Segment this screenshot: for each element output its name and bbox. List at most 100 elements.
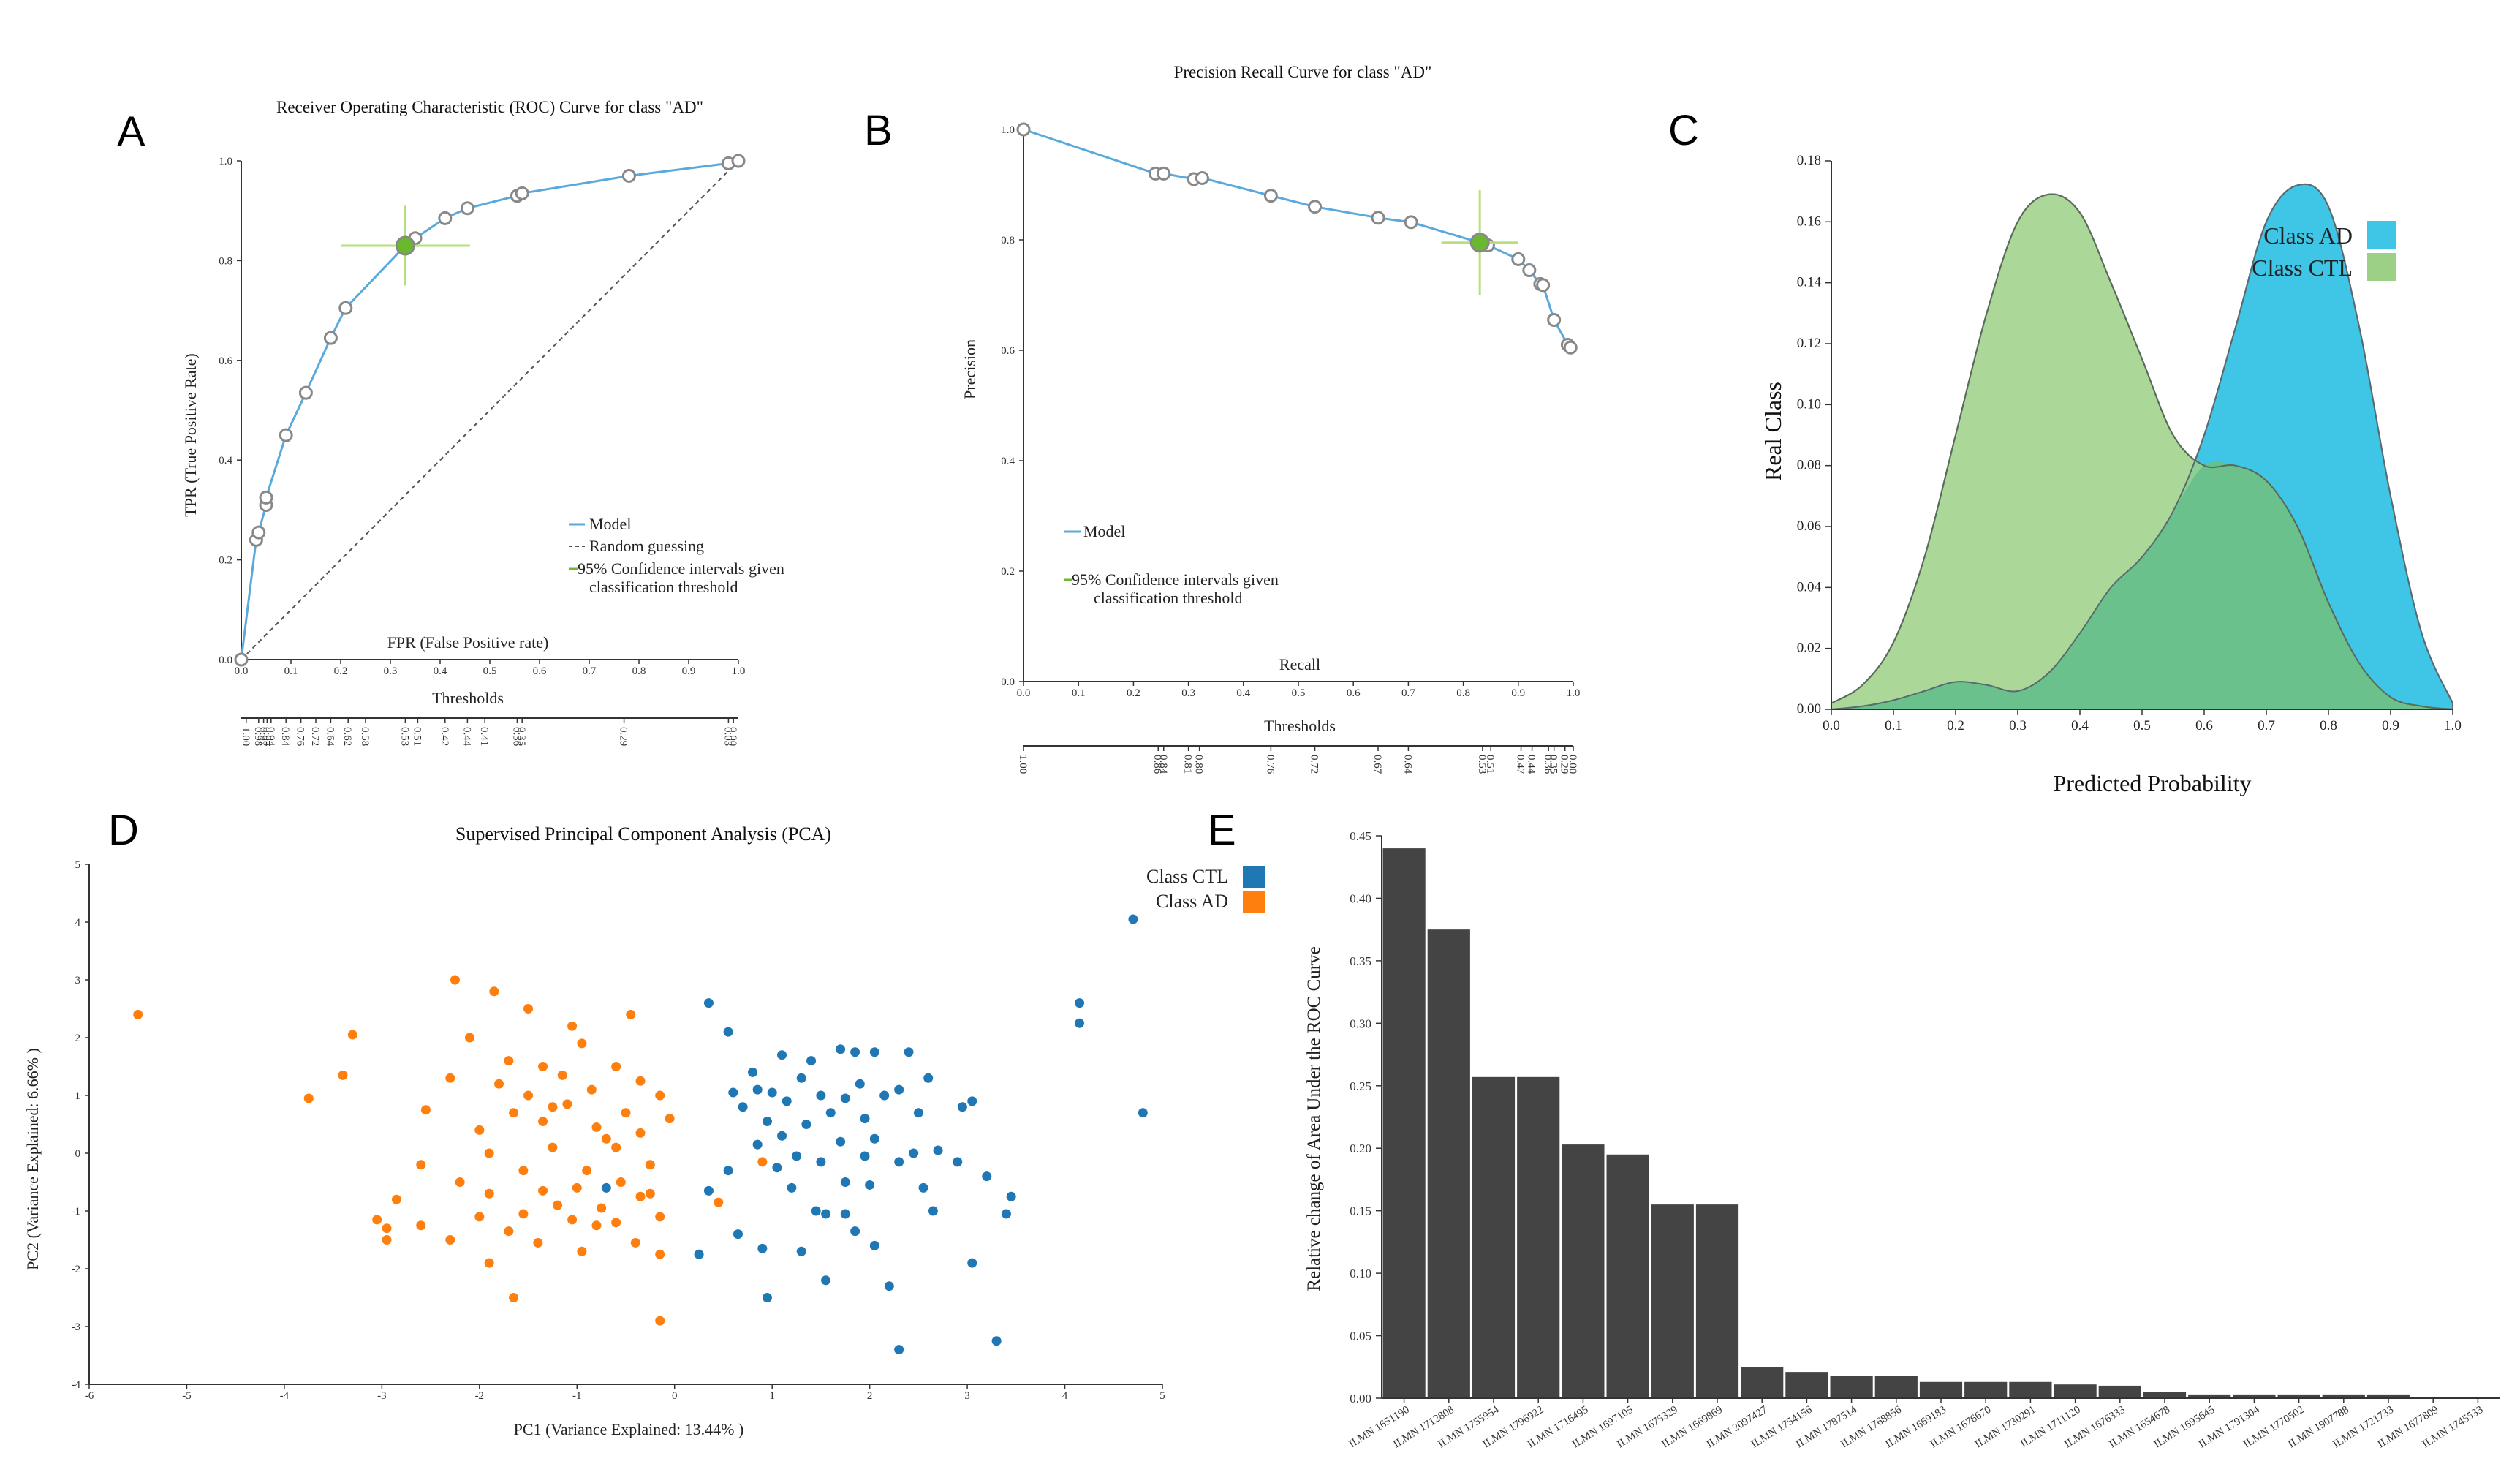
pr-marker — [1536, 278, 1551, 293]
pca-point-ad — [504, 1226, 514, 1237]
pca-point-ctl — [816, 1090, 826, 1101]
pca-point-ad — [303, 1093, 314, 1103]
density-x-tick-label: 0.4 — [2071, 718, 2089, 733]
pca-point-ctl — [850, 1047, 860, 1057]
roc-marker — [338, 301, 353, 315]
density-legend-ctl-swatch — [2367, 253, 2396, 281]
pca-point-ad — [484, 1148, 494, 1158]
pca-legend-ctl-swatch — [1243, 866, 1265, 888]
pca-points — [133, 914, 1148, 1355]
pca-point-ctl — [909, 1148, 919, 1158]
pca-point-ctl — [601, 1182, 611, 1193]
pca-point-ad — [518, 1209, 529, 1219]
pca-point-ctl — [991, 1336, 1002, 1346]
pca-point-ad — [382, 1223, 392, 1234]
pca-point-ctl — [811, 1206, 821, 1216]
pr-x-tick-label: 0.6 — [1347, 687, 1361, 699]
pca-point-ad — [582, 1166, 592, 1176]
pca-ylabel: PC2 (Variance Explained: 6.66% ) — [23, 1048, 42, 1270]
roc-thr-tick-label: 1.00 — [240, 727, 251, 746]
pca-point-ctl — [777, 1050, 787, 1060]
pca-point-ctl — [923, 1073, 934, 1083]
pr-x-tick-label: 0.8 — [1456, 687, 1470, 699]
pr-y-tick-label: 0.4 — [1001, 456, 1015, 467]
auc-bar — [2277, 1394, 2320, 1398]
pca-point-ctl — [821, 1275, 831, 1286]
pca-point-ad — [557, 1070, 567, 1080]
pca-point-ad — [645, 1188, 655, 1199]
pca-point-ad — [474, 1125, 485, 1135]
density-x-tick-label: 0.7 — [2258, 718, 2275, 733]
pr-x-tick-label: 0.7 — [1401, 687, 1415, 699]
pr-x-tick-label: 0.1 — [1072, 687, 1086, 699]
density-y-tick-label: 0.10 — [1797, 396, 1821, 412]
pca-point-ad — [567, 1215, 578, 1225]
panel-a-roc-chart: A Receiver Operating Characteristic (ROC… — [117, 98, 784, 747]
roc-marker — [234, 652, 249, 667]
pca-x-tick-label: -2 — [475, 1390, 485, 1402]
pca-x-tick-label: 1 — [769, 1390, 775, 1402]
roc-thr-tick-label: 0.76 — [295, 727, 306, 747]
roc-thr-tick-label: 0.72 — [309, 727, 321, 746]
panel-a-letter: A — [117, 108, 145, 156]
density-legend-ad: Class AD — [2263, 222, 2353, 249]
pca-point-ad — [655, 1249, 665, 1259]
auc-y-tick-label: 0.00 — [1350, 1392, 1371, 1405]
roc-thr-tick-label: 0.00 — [727, 727, 738, 746]
pr-thr-tick-label: 0.76 — [1264, 755, 1276, 774]
density-overlap-area — [1831, 461, 2453, 709]
pca-y-tick-label: 1 — [75, 1090, 81, 1102]
pca-point-ctl — [879, 1090, 890, 1101]
pca-point-ad — [577, 1038, 587, 1049]
auc-bar — [1785, 1372, 1828, 1398]
auc-bar — [1606, 1154, 1649, 1398]
pca-point-ad — [416, 1220, 426, 1231]
auc-y-tick-label: 0.05 — [1350, 1329, 1371, 1343]
pca-point-ad — [518, 1166, 529, 1176]
pr-x-tick-label: 0.9 — [1511, 687, 1525, 699]
auc-y-tick-label: 0.30 — [1350, 1016, 1371, 1030]
pca-point-ad — [591, 1220, 602, 1231]
pr-marker — [1195, 170, 1209, 185]
pca-point-ad — [484, 1258, 494, 1268]
auc-bar — [2188, 1394, 2231, 1398]
pca-point-ad — [567, 1021, 578, 1031]
auc-bar — [1964, 1381, 2008, 1398]
pca-title: Supervised Principal Component Analysis … — [455, 823, 831, 845]
pr-marker — [1308, 200, 1323, 214]
pca-point-ad — [655, 1090, 665, 1101]
pr-marker — [1522, 263, 1537, 278]
roc-ylabel: TPR (True Positive Rate) — [181, 353, 200, 516]
auc-bar — [1874, 1376, 1918, 1398]
pr-thr-tick-label: 0.84 — [1157, 755, 1169, 774]
roc-thr-tick-label: 0.35 — [515, 727, 527, 746]
auc-bar — [1695, 1204, 1739, 1398]
pr-thr-tick-label: 0.64 — [1401, 755, 1413, 774]
pca-point-ctl — [728, 1087, 738, 1098]
auc-ylabel: Relative change of Area Under the ROC Cu… — [1304, 946, 1324, 1291]
density-ylabel: Real Class — [1760, 382, 1786, 481]
pca-point-ctl — [752, 1084, 763, 1095]
pr-x-tick-label: 0.2 — [1127, 687, 1140, 699]
pr-xlabel: Recall — [1279, 655, 1320, 673]
roc-marker — [323, 331, 338, 345]
density-y-tick-label: 0.12 — [1797, 336, 1821, 351]
pca-point-ctl — [869, 1240, 879, 1250]
pr-y-tick-label: 0.6 — [1001, 345, 1015, 357]
roc-legend-ci: 95% Confidence intervals given — [578, 559, 784, 578]
pca-point-ad — [635, 1076, 646, 1086]
roc-y-tick-label: 0.8 — [219, 255, 232, 267]
pca-point-ad — [538, 1062, 548, 1071]
pr-thr-tick-label: 0.29 — [1559, 755, 1570, 774]
pca-point-ctl — [767, 1087, 777, 1098]
roc-marker — [515, 186, 529, 200]
auc-bar — [1741, 1367, 1784, 1398]
roc-marker — [279, 428, 293, 442]
pca-point-ctl — [860, 1151, 870, 1161]
pr-title: Precision Recall Curve for class "AD" — [1174, 63, 1432, 81]
pca-point-ctl — [918, 1182, 928, 1193]
pca-point-ad — [450, 975, 460, 985]
auc-bars — [1382, 848, 2410, 1398]
pca-y-tick-label: -1 — [72, 1206, 81, 1218]
pca-x-tick-label: -6 — [85, 1390, 94, 1402]
